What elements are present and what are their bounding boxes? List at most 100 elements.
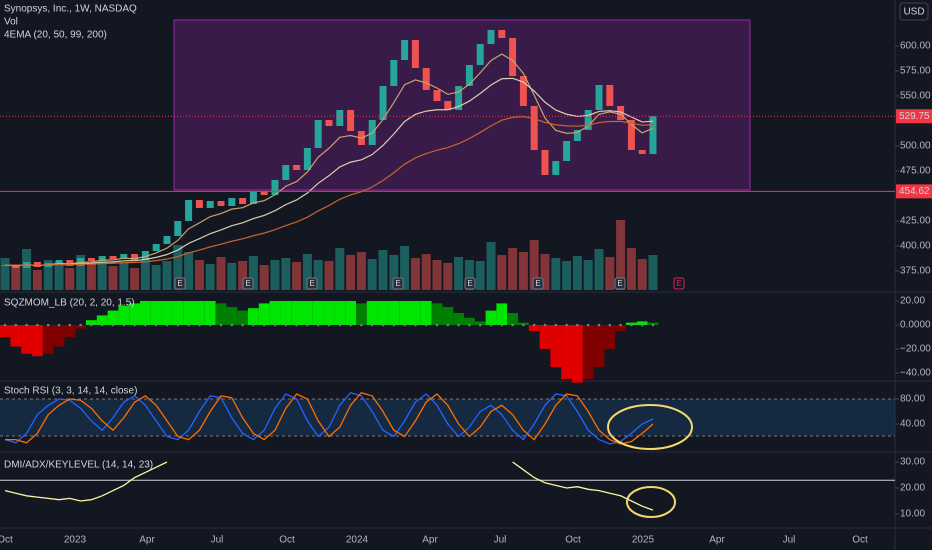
sqz-bar [226, 307, 238, 325]
volume-bar [184, 252, 194, 290]
sqz-bar [431, 303, 443, 325]
sqz-bar [204, 301, 216, 325]
sqz-dot [543, 323, 547, 327]
sqz-dot [511, 323, 514, 327]
sqz-bar [507, 313, 518, 325]
ema-label: 4EMA (20, 50, 99, 200) [4, 30, 107, 41]
sqz-bar [442, 307, 454, 325]
candle [120, 254, 128, 259]
volume-bar [572, 256, 582, 290]
ema-line [4, 53, 654, 267]
stoch-title: Stoch RSI (3, 3, 14, 14, close) [4, 386, 137, 397]
sqz-bar [86, 320, 97, 325]
sqz-bar [53, 325, 65, 347]
candle [12, 265, 20, 268]
candle [649, 116, 657, 154]
volume-bar [140, 259, 150, 290]
currency[interactable]: USD [903, 7, 924, 18]
sqz-bar [75, 325, 86, 329]
candle [476, 44, 484, 65]
volume-bar [626, 248, 636, 290]
currency-box[interactable] [899, 2, 929, 21]
volume-bar [616, 220, 626, 290]
sqz-dot [187, 323, 190, 327]
y-tick-label: 600.00 [900, 41, 931, 52]
volume-bar [497, 255, 507, 290]
sqz-bar [604, 325, 616, 349]
earnings-label: E [676, 279, 681, 288]
sqz-dot [370, 323, 374, 327]
sqz-bar [464, 317, 475, 325]
sqz-dot [252, 323, 255, 327]
volume-bar [389, 255, 399, 290]
sqz-bar [582, 325, 594, 379]
volume-bar [11, 265, 21, 290]
sqz-dot [57, 323, 61, 327]
sqz-dot [424, 323, 428, 327]
y-tick-label: 20.00 [900, 296, 925, 307]
sqz-dot [414, 323, 417, 327]
sqz-dot [68, 323, 72, 327]
earnings-label: E [395, 279, 400, 288]
candle [530, 106, 538, 150]
sqz-dot [532, 323, 536, 327]
sqz-dot [230, 323, 234, 327]
volume-bar [238, 261, 248, 290]
sqz-bar [194, 301, 205, 325]
sqz-bar [269, 301, 281, 325]
sqz-bar [107, 310, 119, 325]
sqz-bar [615, 325, 626, 331]
y-tick-label: 10.00 [900, 509, 925, 520]
y-tick-label: 500.00 [900, 141, 931, 152]
candle [195, 200, 203, 208]
volume-bar [486, 242, 496, 290]
sqz-bar [64, 325, 76, 337]
volume-bar [151, 265, 161, 290]
sqz-bar [280, 301, 292, 325]
x-tick-label: Jul [211, 535, 224, 546]
sqz-bar [345, 301, 356, 325]
volume-bar [43, 260, 53, 290]
sqz-dot [25, 323, 28, 327]
sqz-dot [176, 323, 180, 327]
sqz-dot [284, 323, 288, 327]
x-tick-label: Apr [139, 535, 155, 546]
annotation-circle [607, 404, 693, 450]
sqz-bar [572, 325, 583, 383]
sqz-dot [295, 323, 298, 327]
volume-bar [97, 260, 107, 290]
earnings-icon [392, 277, 404, 290]
candle [519, 76, 527, 106]
candle [336, 110, 344, 126]
sqz-dot [338, 323, 342, 327]
sqz-dot [273, 323, 277, 327]
sqz-dot [79, 323, 82, 327]
x-tick-label: Oct [852, 535, 868, 546]
sqz-dot [651, 323, 655, 327]
volume-bar [454, 257, 464, 290]
sqz-dot [468, 323, 471, 327]
candle [217, 201, 225, 206]
sqz-bar [237, 310, 248, 325]
earnings-icon[interactable] [673, 277, 685, 290]
volume-bar [130, 268, 140, 290]
volume-bar [443, 263, 453, 290]
volume-bar [162, 261, 172, 290]
volume-bar [551, 258, 561, 290]
volume-bar [302, 254, 312, 290]
y-tick-label: −20.00 [900, 344, 931, 355]
x-tick-label: 2024 [346, 535, 369, 546]
candle [131, 254, 139, 260]
sqz-bar [366, 301, 378, 325]
candle [509, 38, 517, 76]
candle [401, 40, 409, 60]
sqz-dot [597, 323, 601, 327]
volume-bar [367, 259, 377, 290]
sqz-bar [474, 321, 486, 325]
candle [627, 120, 635, 150]
sqz-dot [133, 323, 136, 327]
sqz-bar [32, 325, 43, 357]
sqz-bar [528, 325, 540, 331]
sqz-dot [46, 323, 50, 327]
sqz-dot [327, 323, 331, 327]
